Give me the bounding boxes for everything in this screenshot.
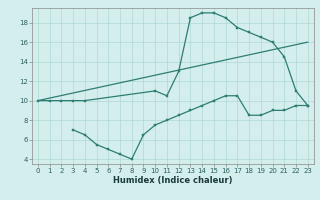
X-axis label: Humidex (Indice chaleur): Humidex (Indice chaleur) — [113, 176, 233, 185]
